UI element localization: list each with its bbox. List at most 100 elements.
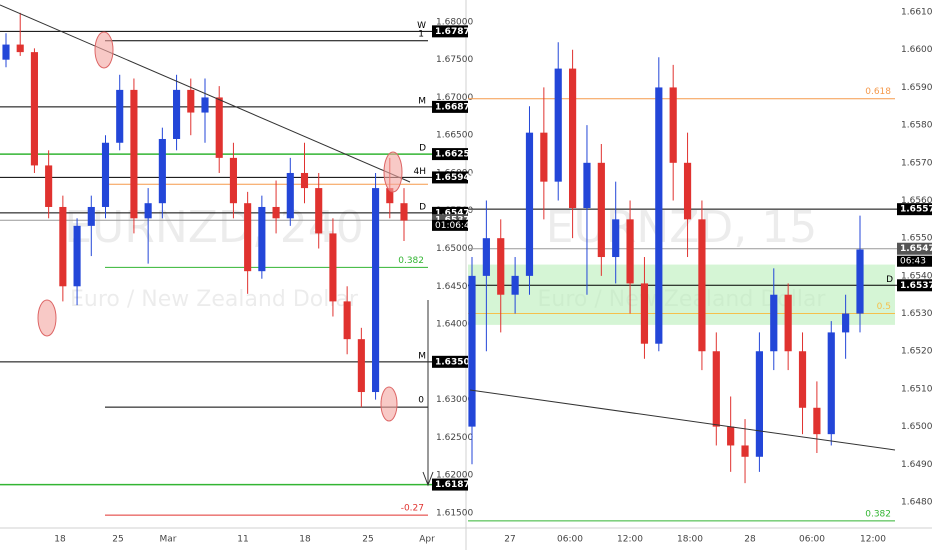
candle-body [583, 162, 591, 209]
candle-body [300, 172, 309, 189]
candle-body [540, 132, 548, 182]
candle-body [372, 188, 380, 393]
y-tick-label: 1.65100 [901, 384, 932, 394]
x-tick-label: Mar [160, 535, 177, 545]
arrow-head [422, 471, 434, 487]
candle-body [655, 87, 663, 344]
y-tick-label: 1.66100 [901, 8, 932, 18]
y-tick-label: 1.68000 [436, 17, 473, 27]
candle-body [215, 97, 223, 158]
y-tick-label: 1.64800 [901, 497, 932, 507]
countdown: 06:43 [900, 257, 926, 267]
candle-body [286, 172, 294, 219]
candle-body [727, 426, 735, 446]
price-tag-label: 1.65472 [435, 208, 476, 218]
y-tick-label: 1.64000 [436, 320, 473, 330]
candle-body [569, 68, 577, 209]
level-name: M [418, 96, 426, 106]
level-name: D [419, 144, 426, 154]
candle-body [842, 313, 850, 333]
fib-label: 0 [418, 396, 424, 406]
candle-body [813, 407, 821, 435]
fib-label: 1 [418, 29, 424, 39]
countdown-tag [432, 219, 468, 231]
price-tag-label: 1.65472 [900, 244, 932, 254]
price-tag-label: 1.65577 [900, 205, 932, 215]
y-tick-label: 1.62000 [436, 471, 473, 481]
candle-body [329, 233, 337, 302]
x-tick-label: 25 [112, 535, 123, 545]
candle-body [244, 203, 252, 272]
candle-body [640, 283, 649, 344]
x-tick-label: 12:00 [617, 535, 643, 545]
price-tag [432, 171, 468, 184]
price-tag-label: 1.65375 [900, 281, 932, 291]
y-tick-label: 1.65400 [901, 271, 932, 281]
candle-body [116, 89, 124, 143]
y-tick-label: 1.61500 [436, 508, 473, 518]
price-tag-label: 1.66250 [435, 150, 476, 160]
candle-body [173, 89, 181, 139]
candle-body [16, 44, 24, 53]
candle-body [59, 206, 67, 287]
fib-label: 0.618 [865, 87, 891, 97]
candle-body [856, 249, 864, 314]
x-tick-label: 06:00 [799, 535, 825, 545]
x-tick-label: 27 [504, 535, 515, 545]
candle-body [87, 206, 95, 226]
fib-label: 0.382 [865, 509, 891, 519]
candle-body [73, 225, 81, 287]
price-tag [897, 242, 932, 255]
y-tick-label: 1.65900 [901, 83, 932, 93]
x-tick-label: 18 [54, 535, 66, 545]
candle-body [130, 89, 138, 219]
price-tag [897, 279, 932, 292]
candle-body [229, 157, 237, 204]
watermark: EURNZD, 240 [64, 202, 363, 253]
x-tick-label: 06:00 [557, 535, 583, 545]
candle-body [272, 206, 280, 219]
candle-body [712, 351, 720, 427]
price-tag-label: 1.65941 [435, 173, 476, 183]
y-tick-label: 1.65200 [901, 347, 932, 357]
price-tag-label: 1.63500 [435, 357, 476, 367]
price-tag-label: 1.61875 [435, 480, 476, 490]
candle-body [784, 294, 792, 352]
level-name: D [419, 202, 426, 212]
candle-body [698, 219, 706, 352]
trend-line [0, 4, 411, 183]
level-name: D [886, 275, 893, 285]
x-tick-label: 28 [744, 535, 756, 545]
y-tick-label: 1.66000 [901, 45, 932, 55]
candle-body [525, 132, 534, 276]
y-tick-label: 1.67000 [436, 93, 473, 103]
y-tick-label: 1.65000 [901, 422, 932, 432]
highlight [383, 151, 403, 193]
candle-body [612, 219, 620, 258]
y-tick-label: 1.65500 [901, 234, 932, 244]
x-tick-label: 18:00 [677, 535, 703, 545]
watermark-subtitle: Euro / New Zealand Dollar [70, 287, 359, 312]
candle-body [343, 301, 351, 340]
candle-body [683, 162, 692, 220]
price-tag [432, 478, 468, 491]
candle-body [315, 188, 323, 234]
y-tick-label: 1.64500 [436, 282, 473, 292]
candle-body [2, 44, 10, 60]
level-name: 4H [414, 167, 427, 177]
candle-body [497, 238, 505, 295]
x-tick-label: 18 [299, 535, 311, 545]
candle-body [468, 275, 476, 427]
highlight [37, 299, 57, 337]
candle-body [770, 294, 778, 352]
candle-body [357, 339, 365, 393]
y-tick-label: 1.65300 [901, 309, 932, 319]
candle-body [158, 138, 166, 204]
price-tag [432, 355, 468, 368]
x-tick-label: 11 [237, 535, 248, 545]
candle-body [386, 188, 394, 204]
watermark: EURNZD, 15 [546, 202, 817, 253]
y-tick-label: 1.65800 [901, 121, 932, 131]
price-tag [897, 203, 932, 216]
